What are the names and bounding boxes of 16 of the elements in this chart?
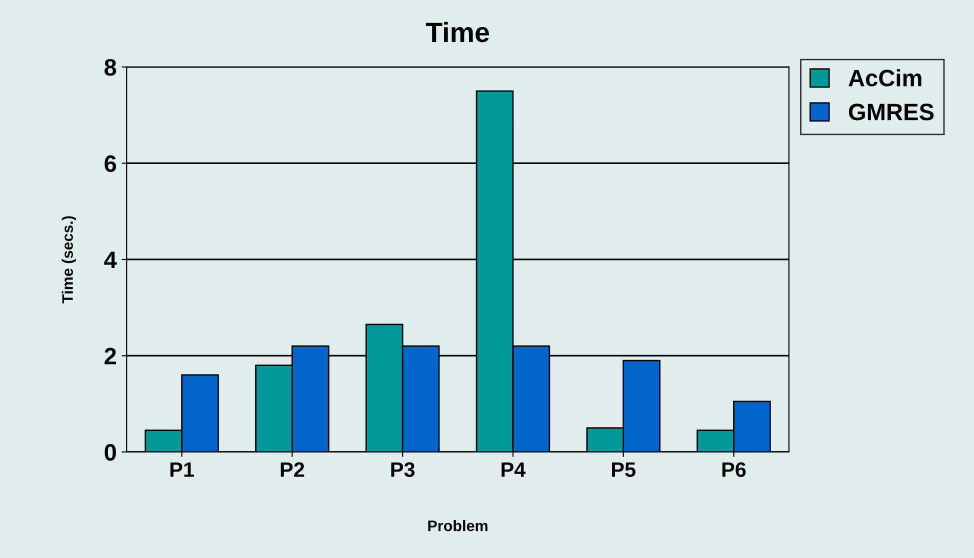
y-tick-label: 4	[104, 252, 117, 268]
y-tick-label: 0	[104, 444, 116, 461]
x-tick-label: P1	[170, 462, 194, 477]
legend-label: AcCim	[848, 69, 922, 86]
chart-title: Time	[426, 22, 490, 42]
y-tick-label: 8	[104, 59, 116, 76]
y-tick-label: 2	[104, 348, 116, 364]
y-axis-title: Time (secs.)	[62, 216, 76, 304]
x-tick-label: P6	[722, 462, 746, 478]
x-tick-label: P2	[280, 462, 304, 477]
x-tick-label: P5	[612, 462, 636, 478]
legend-label: GMRES	[848, 104, 934, 120]
y-tick-label: 6	[104, 155, 116, 172]
x-tick-label: P3	[391, 462, 415, 478]
x-axis-title: Problem	[428, 520, 488, 532]
x-tick-label: P4	[502, 462, 526, 477]
